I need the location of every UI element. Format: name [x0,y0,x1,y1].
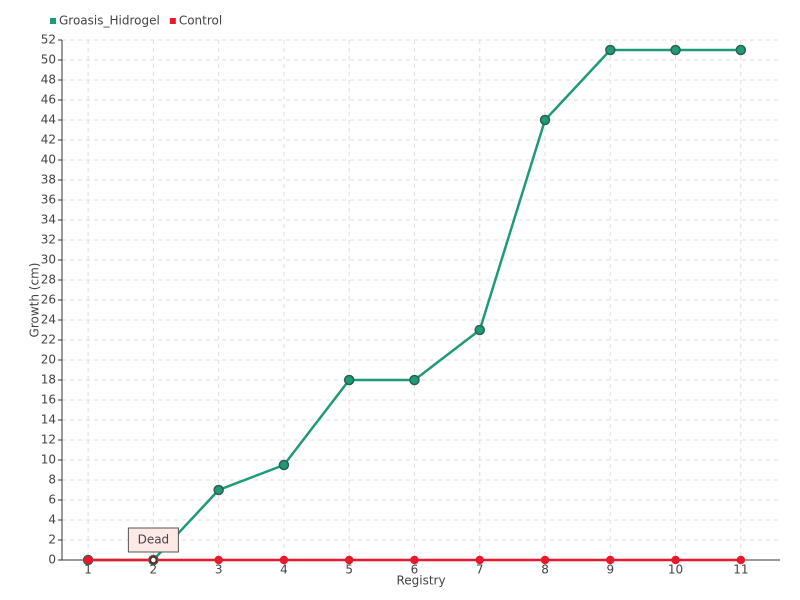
data-point [344,555,354,565]
y-tick-label: 4 [48,513,56,527]
x-tick-label: 4 [280,563,288,577]
y-tick-label: 24 [41,313,56,327]
y-tick-label: 52 [41,33,56,47]
x-tick-label: 11 [733,563,748,577]
data-point [410,555,419,565]
y-tick-label: 8 [48,473,56,487]
x-tick-label: 10 [668,563,683,577]
y-tick-label: 16 [41,393,56,407]
x-tick-label: 1 [84,563,92,577]
data-point [474,324,485,336]
y-tick-label: 42 [41,133,56,147]
data-point [539,114,551,126]
y-tick-label: 28 [41,273,56,287]
data-point [409,374,420,386]
y-tick-label: 2 [48,533,56,547]
data-point [671,555,680,565]
data-point [343,374,355,386]
y-tick-label: 12 [41,433,56,447]
y-tick-label: 36 [41,193,56,207]
legend-swatch [50,18,56,24]
data-point [605,44,616,56]
data-point [279,555,289,565]
annotation-text: Dead [138,533,170,547]
data-point [213,484,224,496]
x-tick-label: 9 [606,563,614,577]
legend-label: Control [179,14,222,28]
data-point [606,555,615,565]
y-tick-label: 30 [41,253,56,267]
x-axis-label: Registry [396,574,445,588]
data-point [735,44,747,56]
y-tick-label: 50 [41,53,56,67]
y-tick-label: 34 [41,213,56,227]
x-tick-label: 3 [215,563,223,577]
y-tick-label: 38 [41,173,56,187]
y-tick-label: 26 [41,293,56,307]
data-point [736,555,746,565]
y-tick-label: 40 [41,153,56,167]
y-tick-label: 18 [41,373,56,387]
data-point [214,555,223,565]
annotation-box [127,527,179,553]
data-point [540,555,550,565]
data-point [475,555,484,565]
x-tick-label: 2 [150,563,158,577]
legend-label: Groasis_Hidrogel [59,14,160,28]
x-tick-label: 6 [411,563,419,577]
y-axis-label: Growth (cm) [28,263,42,338]
data-point [83,555,93,565]
y-tick-label: 44 [41,113,56,127]
legend-swatch [169,18,176,24]
data-point [278,459,290,471]
y-tick-label: 14 [41,413,56,427]
annotation-marker [149,556,158,564]
x-tick-label: 5 [345,563,353,577]
y-tick-label: 48 [41,73,56,87]
y-tick-label: 46 [41,93,56,107]
y-tick-label: 6 [48,493,56,507]
x-tick-label: 8 [541,563,549,577]
y-tick-label: 22 [41,333,56,347]
data-point [670,44,681,56]
x-tick-label: 7 [476,563,484,577]
y-tick-label: 10 [41,453,56,467]
y-tick-label: 32 [41,233,56,247]
y-tick-label: 0 [48,553,56,567]
y-tick-label: 20 [41,353,56,367]
